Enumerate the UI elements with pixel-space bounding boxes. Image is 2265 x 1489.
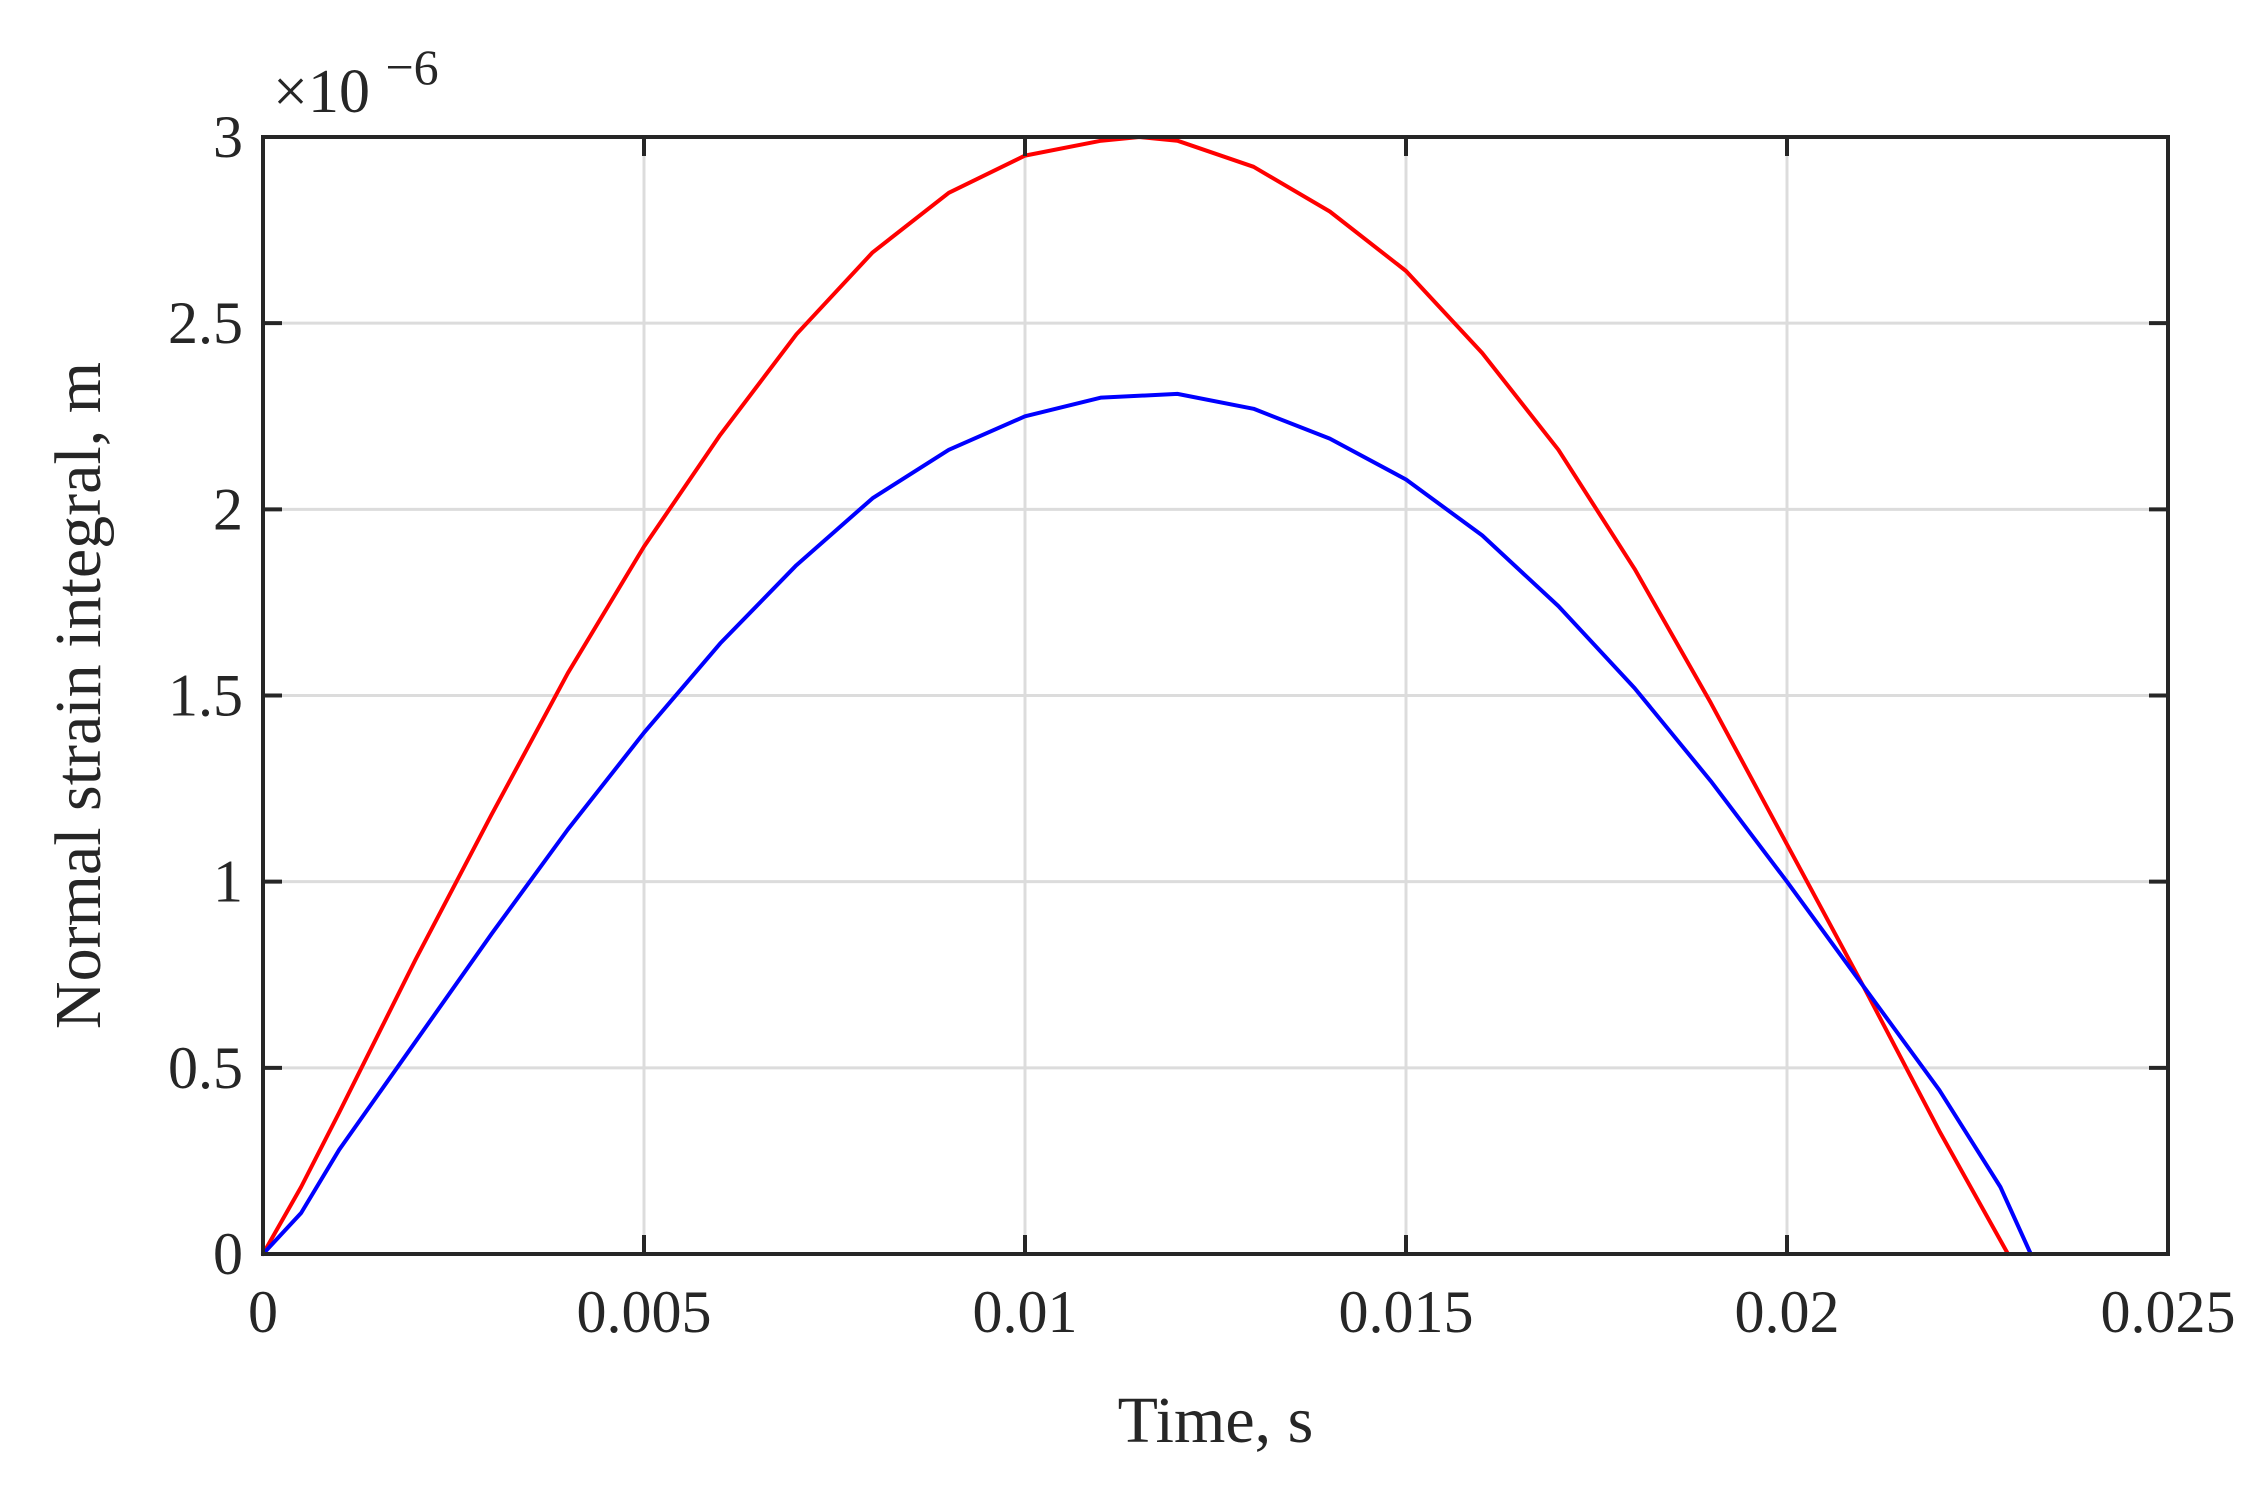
series-line-2 <box>261 391 2033 1256</box>
y-tick-label: 0.5 <box>168 1035 243 1101</box>
y-tick-label: 2.5 <box>168 290 243 356</box>
x-axis-label: Time, s <box>1118 1384 1314 1457</box>
x-tick-label: 0.01 <box>973 1279 1078 1345</box>
grid-layer <box>263 137 2168 1254</box>
y-exponent-power: −6 <box>385 39 438 95</box>
x-tick-label: 0.02 <box>1735 1279 1840 1345</box>
y-axis-exponent: ×10 −6 <box>273 39 439 126</box>
x-tick-label: 0.005 <box>577 1279 712 1345</box>
x-tick-label: 0.015 <box>1339 1279 1474 1345</box>
y-tick-label: 1 <box>213 849 243 915</box>
y-tick-label: 1.5 <box>168 663 243 729</box>
x-tick-label: 0.025 <box>2101 1279 2236 1345</box>
tick-layer: 0 0.005 0.01 0.015 0.02 0.025 0 0.5 1 1.5 2 2.5 3 <box>168 104 2236 1345</box>
y-exponent-base: ×10 <box>273 58 370 126</box>
y-tick-label: 3 <box>213 104 243 170</box>
y-tick-label: 2 <box>213 476 243 542</box>
label-layer: Time, s Normal strain integral, m ×10 −6 <box>42 39 1313 1457</box>
y-axis-label: Normal strain integral, m <box>42 362 115 1029</box>
y-tick-label: 0 <box>213 1221 243 1287</box>
x-tick-label: 0 <box>248 1279 278 1345</box>
